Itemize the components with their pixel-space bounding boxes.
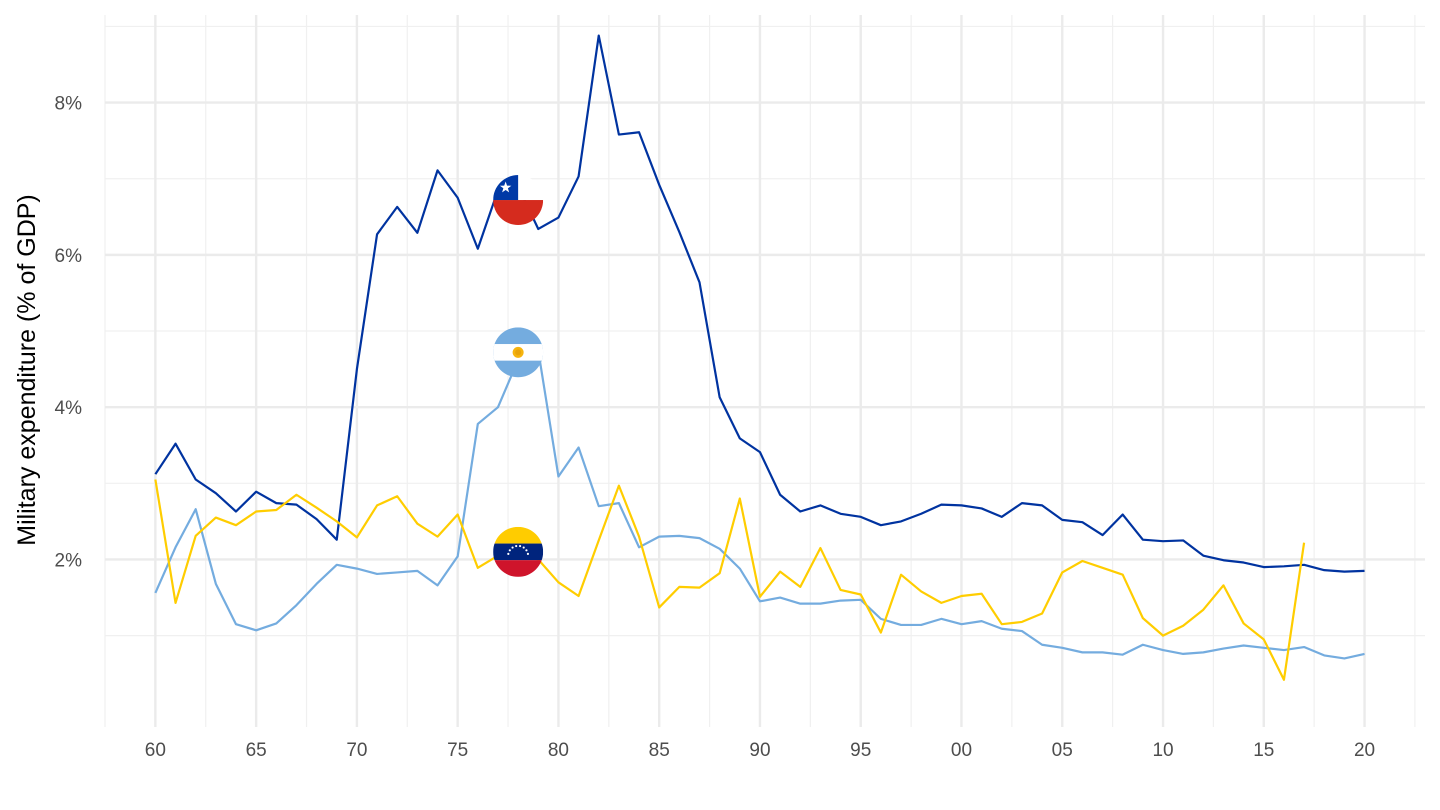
x-tick-label: 70 bbox=[346, 740, 367, 761]
x-tick-label: 60 bbox=[145, 740, 166, 761]
x-tick-label: 15 bbox=[1253, 740, 1274, 761]
y-tick-label: 6% bbox=[55, 246, 83, 267]
series-lines bbox=[154, 34, 1365, 681]
x-tick-label: 20 bbox=[1354, 740, 1375, 761]
x-tick-label: 85 bbox=[649, 740, 670, 761]
x-tick-label: 10 bbox=[1152, 740, 1173, 761]
x-tick-label: 05 bbox=[1052, 740, 1073, 761]
grid bbox=[104, 15, 1425, 727]
x-tick-label: 90 bbox=[749, 740, 770, 761]
chile-star-icon bbox=[499, 181, 512, 193]
venezuela-star-icon bbox=[522, 546, 525, 549]
flag-markers bbox=[493, 175, 544, 577]
x-tick-label: 80 bbox=[548, 740, 569, 761]
y-axis-title: Military expenditure (% of GDP) bbox=[13, 194, 41, 546]
series-line-venezuela bbox=[154, 479, 1306, 681]
venezuela-star-icon bbox=[515, 544, 518, 548]
argentina-flag bbox=[493, 327, 544, 378]
y-tick-label: 8% bbox=[55, 94, 83, 115]
axes: 60 65 70 75 80 85 90 95 00 05 10 15 20 2% 4% 6% 8% bbox=[55, 94, 1376, 761]
y-tick-label: 4% bbox=[55, 398, 83, 419]
y-tick-label: 2% bbox=[55, 550, 83, 571]
venezuela-star-icon bbox=[511, 546, 514, 549]
venezuela-star-icon bbox=[507, 552, 510, 556]
x-tick-label: 75 bbox=[447, 740, 468, 761]
x-tick-label: 00 bbox=[951, 740, 972, 761]
venezuela-star-icon bbox=[518, 544, 522, 548]
venezuela-flag bbox=[493, 526, 544, 577]
venezuela-star-icon bbox=[525, 549, 528, 552]
series-line-argentina bbox=[154, 349, 1365, 660]
series-line-chile bbox=[154, 34, 1365, 573]
chile-flag bbox=[493, 175, 544, 226]
venezuela-star-icon bbox=[508, 549, 511, 552]
x-tick-label: 95 bbox=[850, 740, 871, 761]
x-tick-label: 65 bbox=[246, 740, 267, 761]
venezuela-star-icon bbox=[526, 552, 530, 556]
